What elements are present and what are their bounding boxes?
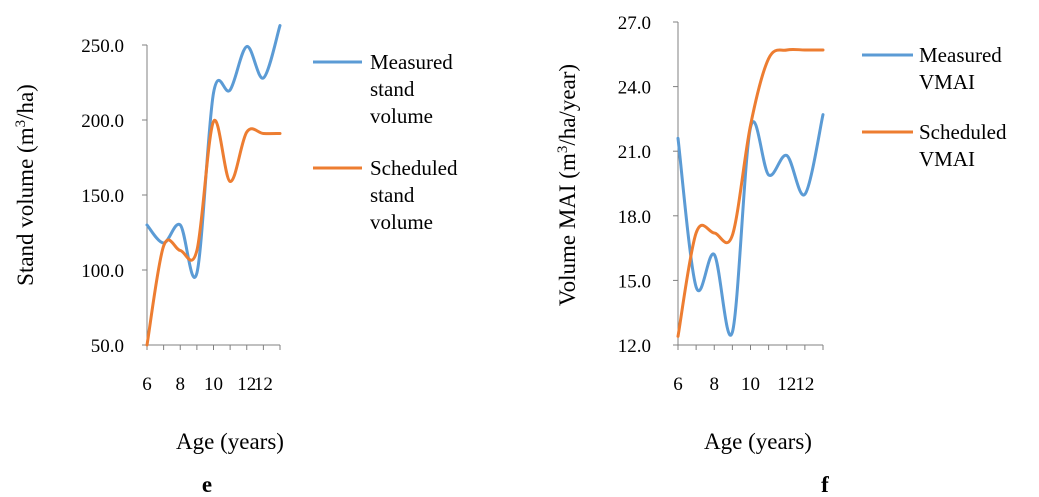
legend-label: VMAI [919, 70, 975, 94]
legend-label: stand [370, 183, 415, 207]
y-tick-label: 12.0 [618, 336, 651, 357]
legend-label: VMAI [919, 147, 975, 171]
panel-label: e [202, 472, 212, 497]
y-tick-label: 100.0 [81, 261, 124, 282]
x-tick-label: 10 [204, 374, 223, 395]
legend-label: Measured [919, 43, 1002, 67]
x-tick-label: 12 [795, 374, 814, 395]
x-tick-label: 8 [176, 374, 186, 395]
y-tick-label: 18.0 [618, 207, 651, 228]
legend-label: Scheduled [370, 156, 458, 180]
y-axis-title: Stand volume (m3/ha) [13, 84, 38, 286]
y-tick-label: 21.0 [618, 142, 651, 163]
x-axis-title: Age (years) [176, 429, 284, 454]
legend-label: volume [370, 210, 433, 234]
y-tick-label: 200.0 [81, 111, 124, 132]
legend-label: Measured [370, 50, 453, 74]
legend-entry: Measured stand volume [313, 50, 453, 128]
x-tick-label: 6 [142, 374, 152, 395]
y-tick-label: 150.0 [81, 186, 124, 207]
x-tick-label: 6 [673, 374, 683, 395]
y-tick-label: 27.0 [618, 13, 651, 34]
legend-entry: Scheduled VMAI [862, 120, 1007, 171]
legend-label: Scheduled [919, 120, 1007, 144]
x-tick-label: 10 [741, 374, 760, 395]
chart-panel-f: 12.0 15.0 18.0 21.0 24.0 27.0 6 8 10 12 12 Volume M… [555, 13, 1007, 497]
legend-label: volume [370, 104, 433, 128]
y-tick-label: 24.0 [618, 78, 651, 99]
series-line-measured [145, 24, 282, 279]
legend-entry: Measured VMAI [862, 43, 1002, 94]
y-tick-label: 15.0 [618, 271, 651, 292]
legend-entry: Scheduled stand volume [313, 156, 458, 234]
y-tick-label: 50.0 [91, 336, 124, 357]
panel-label: f [821, 472, 829, 497]
x-tick-label: 8 [710, 374, 720, 395]
x-tick-label: 12 [777, 374, 796, 395]
series-line-scheduled [676, 47, 825, 338]
legend-label: stand [370, 77, 415, 101]
series-line-measured [676, 113, 825, 337]
x-tick-label: 12 [254, 374, 273, 395]
y-axis-title: Volume MAI (m3/ha/year) [555, 64, 580, 306]
series-line-scheduled [145, 118, 282, 347]
y-tick-label: 250.0 [81, 36, 124, 57]
x-tick-label: 12 [237, 374, 256, 395]
x-axis-title: Age (years) [704, 429, 812, 454]
